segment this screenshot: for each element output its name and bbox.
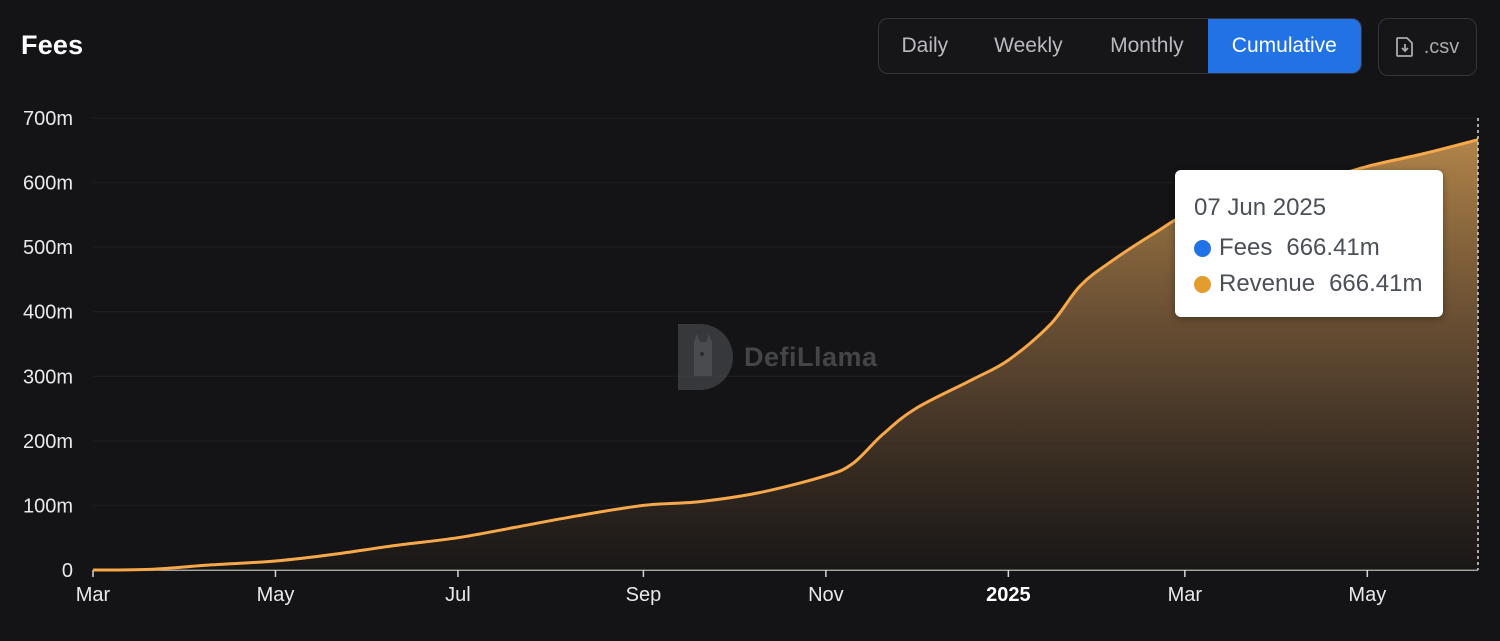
- tooltip-fees-value: 666.41m: [1286, 234, 1380, 261]
- y-tick-label: 600m: [23, 173, 73, 195]
- x-tick-label: May: [257, 584, 295, 606]
- y-axis: 0 100m 200m 300m 400m 500m 600m 700m: [23, 108, 73, 582]
- download-file-icon: [1395, 37, 1413, 57]
- y-tick-label: 500m: [23, 237, 73, 259]
- x-tick-label: Jul: [445, 584, 471, 606]
- watermark: DefiLlama: [672, 322, 878, 392]
- tooltip-row-revenue: Revenue 666.41m: [1194, 266, 1443, 302]
- tooltip-date: 07 Jun 2025: [1194, 194, 1327, 221]
- revenue-area: [93, 139, 1478, 570]
- llama-logo-icon: [678, 324, 733, 390]
- tooltip-revenue-label: Revenue: [1219, 270, 1316, 297]
- chart-tooltip: 07 Jun 2025 Fees 666.41m Revenue 666.41m: [1175, 170, 1443, 317]
- revenue-legend-dot: [1194, 275, 1211, 293]
- y-tick-label: 100m: [23, 495, 73, 517]
- y-tick-label: 300m: [23, 366, 73, 388]
- weekly-button[interactable]: Weekly: [994, 34, 1063, 57]
- monthly-button[interactable]: Monthly: [1110, 34, 1184, 57]
- cumulative-button[interactable]: Cumulative: [1207, 19, 1361, 73]
- y-tick-label: 400m: [23, 302, 73, 324]
- x-tick-label: Nov: [808, 584, 844, 606]
- x-tick-label: Sep: [626, 584, 662, 606]
- csv-label: .csv: [1423, 35, 1460, 58]
- y-tick-label: 0: [62, 560, 73, 582]
- chart-title: Fees: [21, 30, 84, 60]
- x-tick-label: Mar: [1168, 584, 1203, 606]
- csv-download-button[interactable]: .csv: [1378, 18, 1477, 76]
- watermark-text: DefiLlama: [744, 341, 878, 372]
- x-axis: Mar May Jul Sep Nov 2025 Mar May: [76, 570, 1386, 606]
- x-tick-label: Mar: [76, 584, 111, 606]
- x-tick-label: 2025: [986, 584, 1031, 606]
- fees-legend-dot: [1194, 239, 1211, 257]
- x-tick-label: May: [1348, 584, 1386, 606]
- y-tick-label: 700m: [23, 108, 73, 130]
- tooltip-fees-label: Fees: [1219, 234, 1273, 261]
- interval-toggle: Daily Weekly Monthly Cumulative: [878, 18, 1362, 74]
- y-tick-label: 200m: [23, 431, 73, 453]
- tooltip-row-fees: Fees 666.41m: [1194, 230, 1443, 266]
- daily-button[interactable]: Daily: [901, 34, 949, 57]
- tooltip-revenue-value: 666.41m: [1329, 270, 1423, 297]
